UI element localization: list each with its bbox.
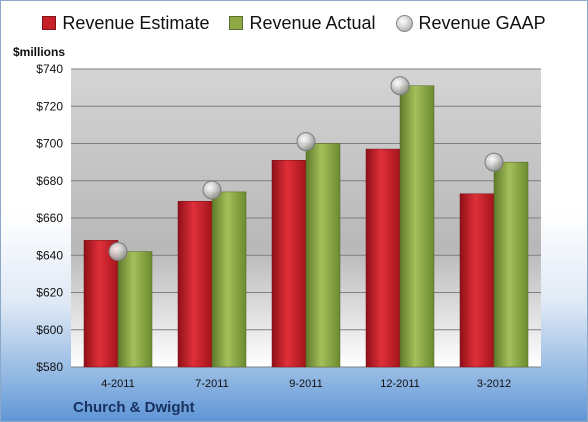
legend-swatch-estimate <box>42 16 57 30</box>
marker-gaap <box>296 132 316 152</box>
legend-swatch-actual <box>229 16 244 30</box>
bar-actual <box>305 143 341 368</box>
units-label: $millions <box>13 45 66 59</box>
marker-gaap <box>108 242 128 262</box>
bar-estimate <box>365 148 401 368</box>
legend-label-actual: Revenue Actual <box>249 12 376 33</box>
bar-estimate <box>271 160 307 368</box>
marker-gaap <box>484 152 504 172</box>
y-tick-label: $700 <box>36 137 63 151</box>
bar-actual <box>211 191 247 368</box>
marker-gaap <box>202 180 222 200</box>
company-name: Church & Dwight <box>73 399 195 416</box>
bar-actual <box>493 161 529 368</box>
x-tick-label: 9-2011 <box>289 378 322 390</box>
legend-item-estimate: Revenue Estimate <box>42 13 209 34</box>
y-tick-label: $720 <box>36 99 63 113</box>
y-tick-label: $660 <box>36 211 63 225</box>
x-tick-label: 7-2011 <box>195 378 228 390</box>
marker-gaap <box>390 76 410 96</box>
legend-swatch-gaap <box>395 14 413 32</box>
bar-actual <box>117 251 153 368</box>
y-tick-label: $620 <box>36 286 63 300</box>
y-tick-label: $640 <box>36 248 63 262</box>
legend: Revenue Estimate Revenue Actual Revenue … <box>1 11 587 35</box>
y-tick-label: $600 <box>36 323 63 337</box>
legend-item-gaap: Revenue GAAP <box>395 12 546 34</box>
legend-label-estimate: Revenue Estimate <box>62 12 210 33</box>
bar-estimate <box>177 200 213 368</box>
x-tick-label: 3-2012 <box>477 378 511 390</box>
y-tick-label: $680 <box>36 174 63 188</box>
legend-item-actual: Revenue Actual <box>229 12 376 34</box>
x-tick-label: 4-2011 <box>101 378 134 390</box>
y-tick-label: $580 <box>36 360 63 374</box>
bar-estimate <box>83 240 119 368</box>
bar-estimate <box>459 193 495 368</box>
legend-label-gaap: Revenue GAAP <box>418 12 546 33</box>
x-tick-label: 12-2011 <box>380 378 420 390</box>
bar-actual <box>399 85 435 368</box>
y-tick-label: $740 <box>36 62 63 76</box>
